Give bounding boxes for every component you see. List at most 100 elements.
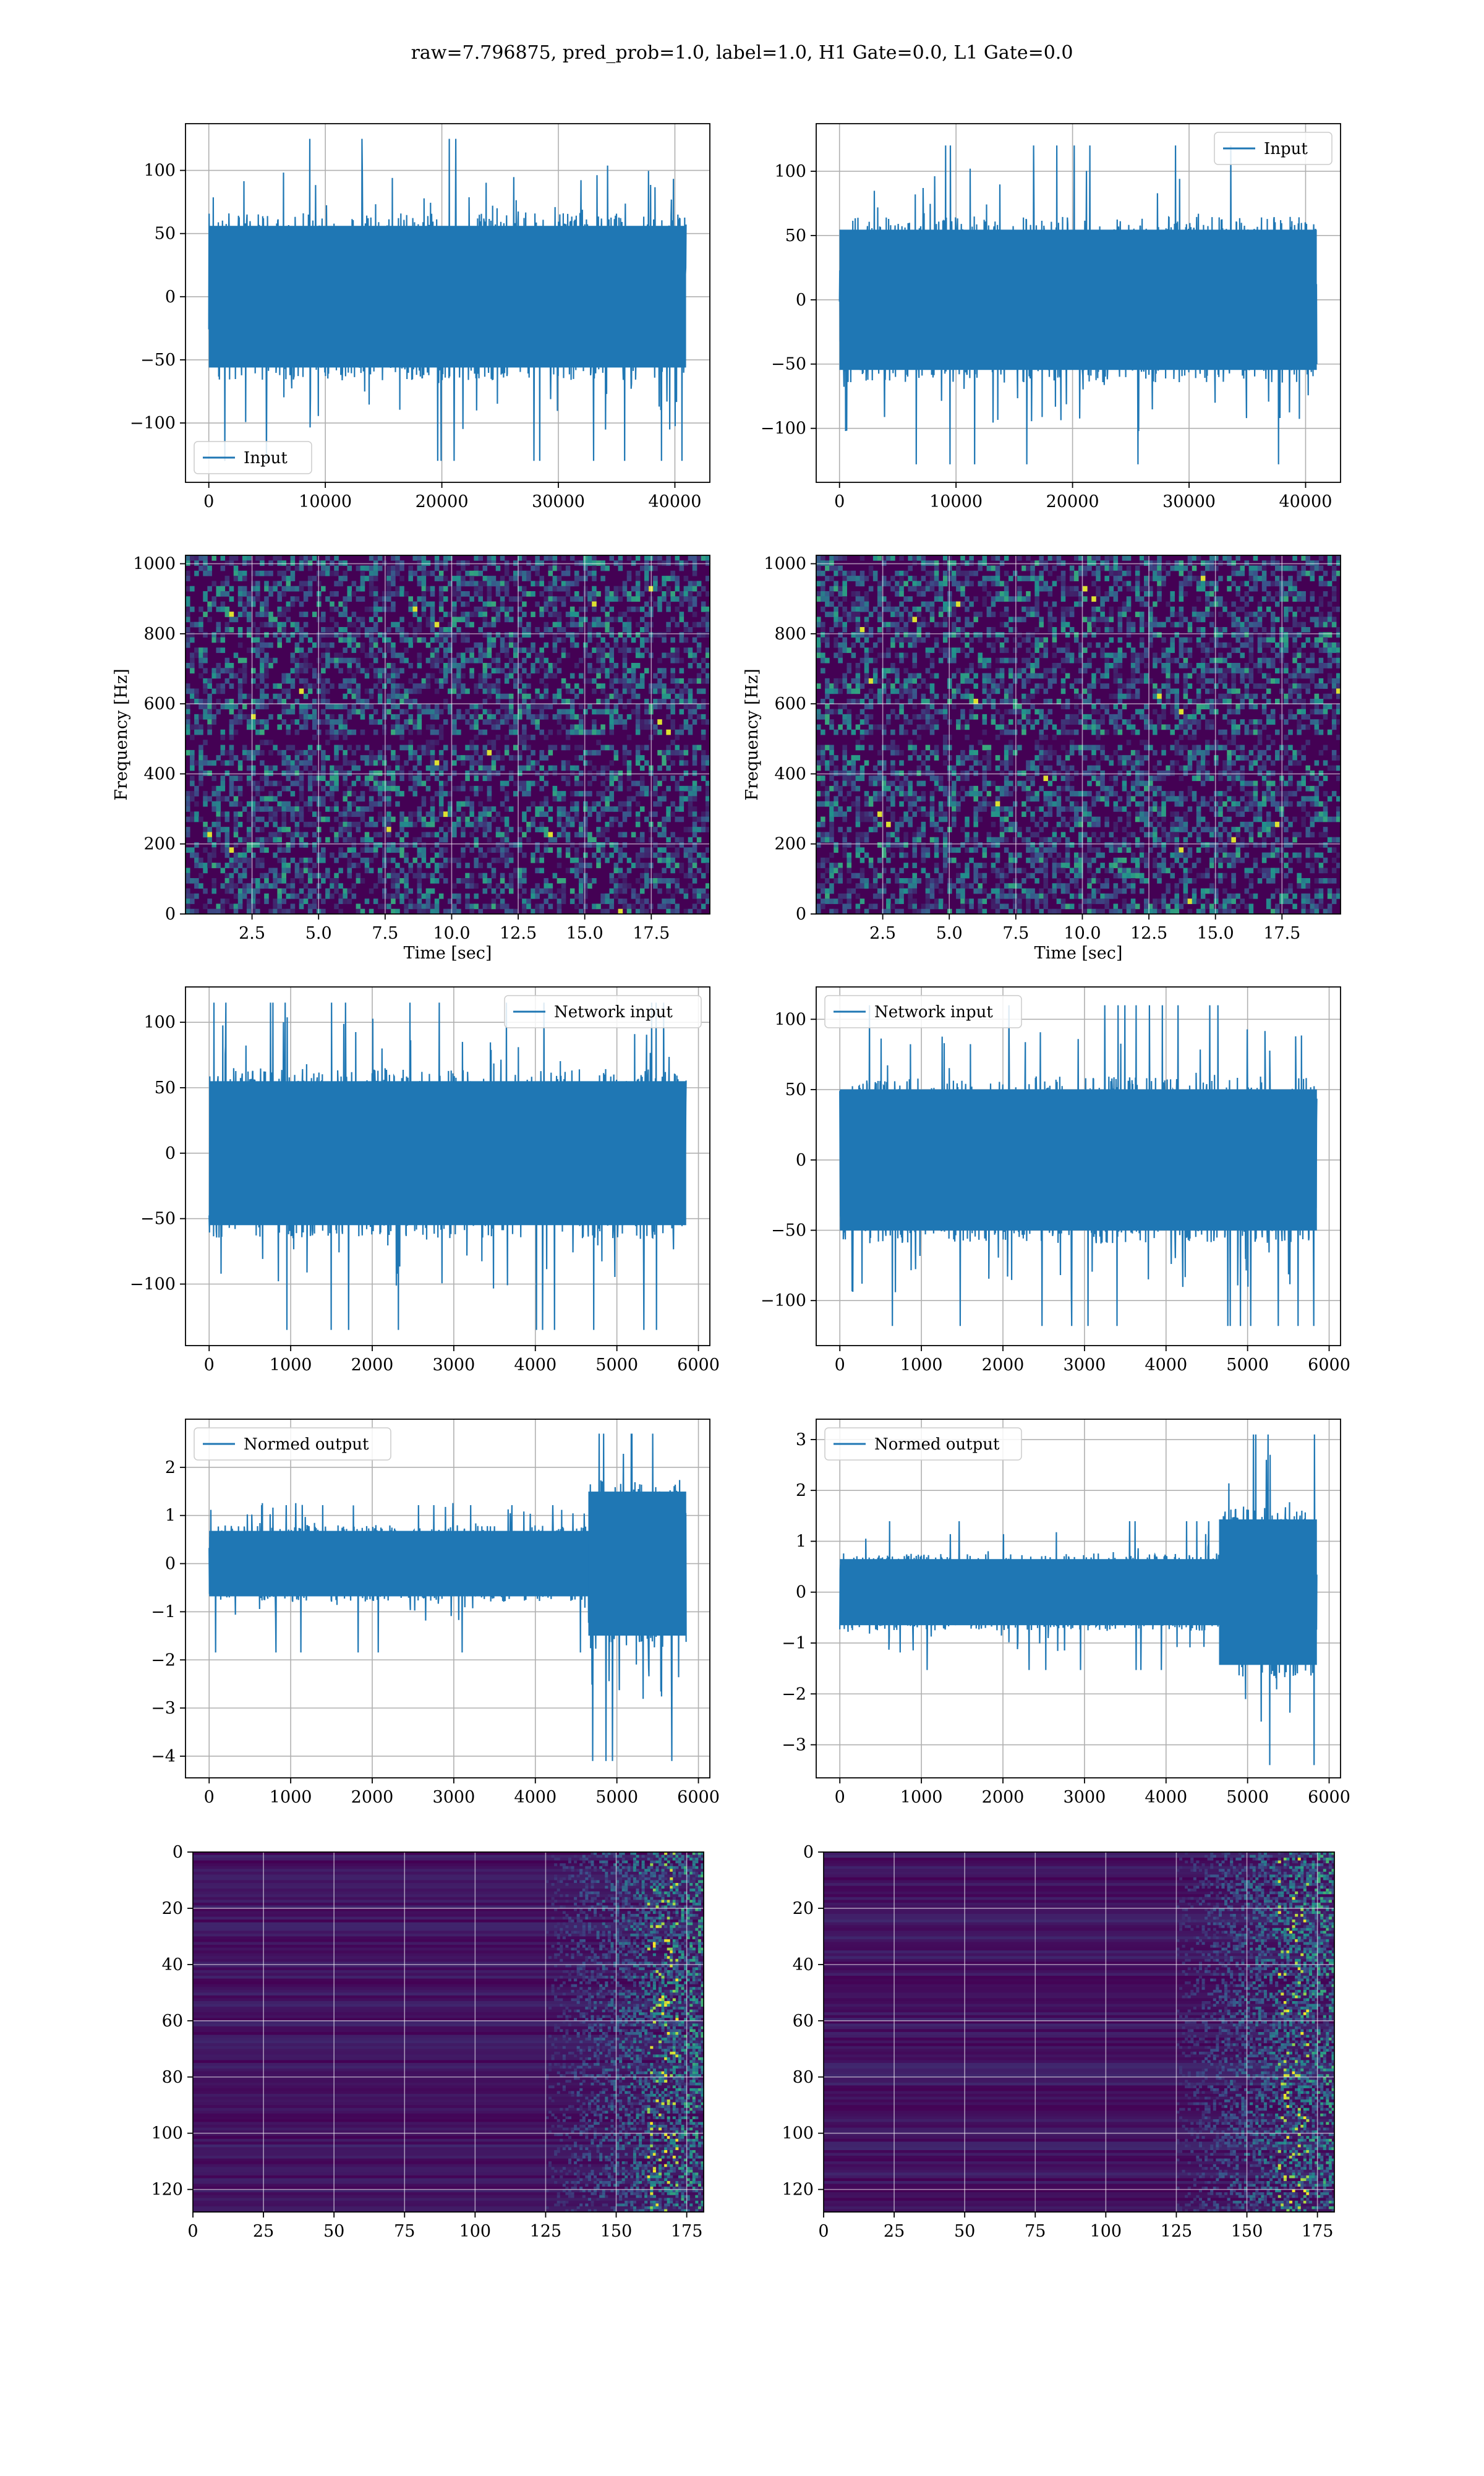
series-core-band: [588, 1492, 686, 1636]
x-tick-label: 0: [204, 1355, 215, 1375]
legend-label: Network input: [554, 1003, 673, 1022]
y-tick-label: 40: [162, 1955, 183, 1974]
x-tick-label: 2000: [351, 1355, 394, 1375]
x-tick-label: 0: [834, 492, 845, 511]
x-tick-label: 6000: [1308, 1355, 1350, 1375]
x-tick-label: 5.0: [936, 924, 963, 943]
x-tick-label: 75: [394, 2222, 415, 2241]
y-tick-label: 80: [793, 2068, 814, 2087]
x-tick-label: 0: [835, 1355, 845, 1375]
y-tick-label: 1000: [764, 555, 806, 574]
series-core-band: [209, 226, 686, 367]
x-tick-label: 6000: [1308, 1788, 1350, 1807]
x-tick-label: 2000: [982, 1788, 1025, 1807]
legend: Normed output: [825, 1428, 1021, 1460]
x-tick-label: 2.5: [239, 924, 265, 943]
x-tick-label: 7.5: [372, 924, 398, 943]
y-tick-label: 0: [796, 291, 806, 310]
x-tick-label: 15.0: [566, 924, 603, 943]
x-tick-label: 150: [600, 2222, 633, 2241]
plot-area: [816, 124, 1341, 482]
x-axis-label: Time [sec]: [1034, 944, 1123, 963]
x-tick-label: 5000: [1226, 1355, 1269, 1375]
plot-area: [816, 987, 1341, 1346]
x-tick-label: 50: [954, 2222, 975, 2241]
series-core-band: [840, 1559, 1219, 1625]
x-tick-label: 175: [671, 2222, 703, 2241]
x-tick-label: 4000: [1145, 1788, 1187, 1807]
plot-area: [824, 1852, 1335, 2213]
series-core-band: [840, 1090, 1317, 1231]
legend-label: Input: [244, 449, 288, 467]
y-tick-label: −3: [782, 1736, 806, 1755]
legend: Network input: [505, 996, 701, 1028]
y-tick-label: 400: [143, 764, 176, 783]
series-core-band: [840, 229, 1317, 370]
x-tick-label: 20000: [1046, 492, 1099, 511]
x-tick-label: 40000: [1279, 492, 1333, 511]
x-tick-label: 10.0: [433, 924, 470, 943]
x-tick-label: 0: [204, 1788, 215, 1807]
y-tick-label: 50: [155, 1078, 176, 1098]
y-tick-label: 40: [793, 1955, 814, 1974]
x-tick-label: 30000: [532, 492, 585, 511]
y-tick-label: 20: [162, 1899, 183, 1918]
y-tick-label: 120: [782, 2180, 814, 2200]
x-tick-label: 2000: [351, 1788, 394, 1807]
x-tick-label: 6000: [677, 1788, 720, 1807]
legend: Network input: [825, 996, 1021, 1028]
legend-label: Normed output: [874, 1435, 1000, 1454]
plot-area: [186, 1419, 710, 1778]
x-tick-label: 25: [884, 2222, 905, 2241]
x-tick-label: 1000: [900, 1355, 943, 1375]
y-tick-label: −1: [782, 1634, 806, 1653]
x-tick-label: 125: [530, 2222, 562, 2241]
y-tick-label: 0: [165, 1555, 176, 1574]
y-tick-label: 100: [774, 1010, 806, 1029]
y-tick-label: 20: [793, 1899, 814, 1918]
x-tick-label: 5000: [595, 1788, 638, 1807]
y-tick-label: 100: [143, 161, 176, 181]
y-tick-label: 100: [774, 162, 806, 181]
x-tick-label: 5000: [595, 1355, 638, 1375]
x-tick-label: 175: [1302, 2222, 1334, 2241]
x-tick-label: 125: [1161, 2222, 1193, 2241]
y-tick-label: 600: [143, 694, 176, 714]
y-tick-label: 0: [796, 1151, 806, 1170]
x-tick-label: 5000: [1226, 1788, 1269, 1807]
y-tick-label: −50: [771, 355, 806, 374]
legend-label: Input: [1264, 140, 1308, 158]
x-tick-label: 5.0: [305, 924, 332, 943]
y-tick-label: 2: [796, 1481, 806, 1500]
y-tick-label: −3: [151, 1699, 176, 1718]
x-axis-label: Time [sec]: [404, 944, 492, 963]
plot-area: [186, 987, 710, 1346]
y-tick-label: 800: [143, 625, 176, 644]
x-tick-label: 12.5: [500, 924, 537, 943]
y-tick-label: 100: [151, 2124, 183, 2143]
y-tick-label: −100: [130, 1275, 176, 1294]
legend-label: Normed output: [244, 1435, 369, 1454]
series-core-band: [209, 1081, 686, 1225]
x-tick-label: 1000: [270, 1355, 312, 1375]
y-tick-label: 50: [785, 226, 806, 245]
y-tick-label: 2: [165, 1458, 176, 1477]
y-tick-label: 3: [796, 1430, 806, 1449]
x-tick-label: 1000: [270, 1788, 312, 1807]
y-axis-label: Frequency [Hz]: [112, 668, 131, 800]
y-tick-label: 0: [165, 1144, 176, 1163]
y-tick-label: −100: [130, 414, 176, 433]
x-tick-label: 2.5: [869, 924, 896, 943]
y-tick-label: −1: [151, 1602, 176, 1621]
x-tick-label: 50: [323, 2222, 344, 2241]
